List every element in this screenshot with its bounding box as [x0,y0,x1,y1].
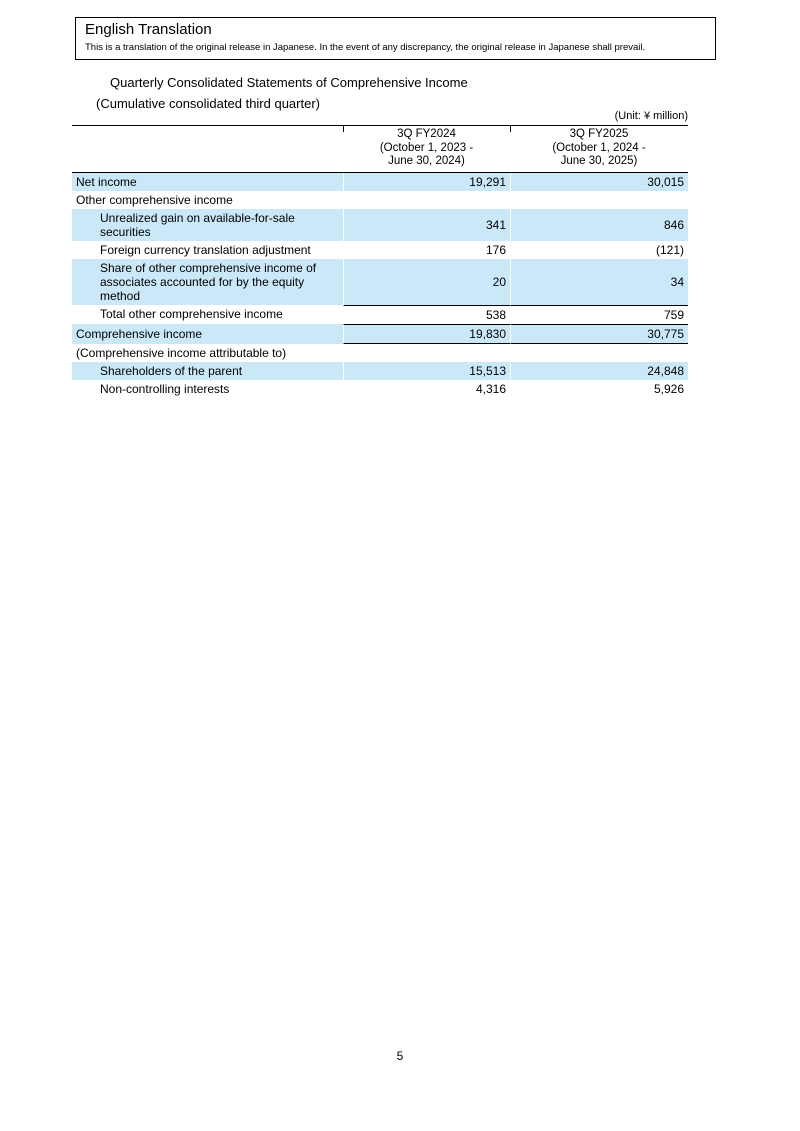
row-label: Comprehensive income [72,323,343,344]
value-fy2025: 24,848 [510,361,688,380]
page-number: 5 [396,1049,404,1063]
translation-notice-text: This is a translation of the original re… [85,42,646,53]
value-fy2025 [510,344,688,362]
row-label: Shareholders of the parent [72,361,343,380]
column-header-fy2024-range-end: June 30, 2024) [388,155,465,167]
value-fy2024: 176 [485,242,506,257]
row-label: (Comprehensive income attributable to) [76,345,287,360]
value-fy2025: 30,015 [510,172,688,191]
table-row-net-income: Net income 19,291 30,015 [72,172,688,191]
value-fy2024: 19,830 [343,323,510,344]
value-fy2025 [510,191,688,209]
value-fy2024 [343,191,510,209]
value-fy2024: 538 [343,304,510,324]
table-header-row: 3Q FY2024 (October 1, 2023 - June 30, 20… [72,126,688,173]
table-row-other-comprehensive-income: Other comprehensive income [72,191,688,209]
row-label: Non-controlling interests [100,381,230,396]
row-label: Other comprehensive income [76,192,233,207]
value-fy2025: 846 [510,208,688,241]
translation-notice-box: English Translation This is a translatio… [75,17,716,60]
row-label: Total other comprehensive income [100,307,283,321]
statement-title: Quarterly Consolidated Statements of Com… [110,75,468,90]
value-fy2025: 5,926 [653,381,684,396]
comprehensive-income-table: 3Q FY2024 (October 1, 2023 - June 30, 20… [72,125,688,398]
row-label: Share of other comprehensive income of a… [72,258,343,305]
table-row-total-other-comprehensive-income: Total other comprehensive income 538 759 [72,304,688,324]
value-fy2024: 15,513 [343,361,510,380]
value-fy2024: 341 [343,208,510,241]
table-row-attributable-to: (Comprehensive income attributable to) [72,344,688,362]
value-fy2025: 30,775 [510,323,688,344]
column-header-fy2025-period: 3Q FY2025 [569,128,629,140]
column-header-fy2025-range-start: (October 1, 2024 - [552,141,646,154]
table-row-share-of-other-comprehensive-income: Share of other comprehensive income of a… [72,258,688,305]
column-header-items [72,126,343,173]
value-fy2025: (121) [655,242,684,257]
column-header-fy2024-period: 3Q FY2024 [397,128,456,140]
value-fy2025: 759 [510,304,688,324]
value-fy2024: 20 [343,258,510,305]
value-fy2024: 4,316 [475,381,506,396]
column-header-fy2025-range-end: June 30, 2025) [560,155,638,167]
row-label: Net income [72,172,343,191]
table-row-foreign-currency-translation: Foreign currency translation adjustment … [72,241,688,259]
unit-note: (Unit: ¥ million) [614,110,688,122]
statement-subtitle: (Cumulative consolidated third quarter) [96,96,320,111]
value-fy2024 [343,344,510,362]
value-fy2025: 34 [510,258,688,305]
table-row-unrealized-gain: Unrealized gain on available-for-sale se… [72,208,688,241]
column-header-fy2024-range-start: (October 1, 2023 - [379,141,474,154]
table-row-comprehensive-income: Comprehensive income 19,830 30,775 [72,323,688,344]
table-row-non-controlling-interests: Non-controlling interests 4,316 5,926 [72,380,688,398]
column-header-fy2024: 3Q FY2024 (October 1, 2023 - June 30, 20… [343,126,510,173]
row-label: Unrealized gain on available-for-sale se… [72,208,343,241]
column-header-fy2025: 3Q FY2025 (October 1, 2024 - June 30, 20… [510,126,688,173]
translation-notice-title: English Translation [85,21,212,38]
value-fy2024: 19,291 [343,172,510,191]
table-row-shareholders-of-parent: Shareholders of the parent 15,513 24,848 [72,361,688,380]
row-label: Foreign currency translation adjustment [100,242,311,257]
